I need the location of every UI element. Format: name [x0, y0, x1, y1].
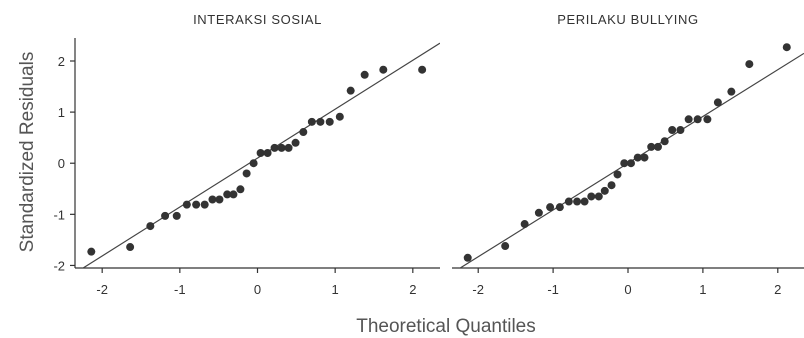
- data-point: [782, 43, 791, 52]
- data-point: [291, 138, 300, 147]
- data-point: [534, 208, 543, 217]
- data-point: [307, 117, 316, 126]
- data-point: [647, 142, 656, 151]
- data-point: [161, 211, 170, 220]
- data-point: [660, 137, 669, 146]
- x-tick-label: 2: [409, 282, 416, 297]
- x-tick-label: 0: [624, 282, 631, 297]
- data-point: [379, 65, 388, 74]
- data-point: [626, 159, 635, 168]
- data-point: [607, 181, 616, 190]
- panel-title: INTERAKSI SOSIAL: [193, 12, 322, 27]
- data-point: [653, 142, 662, 151]
- data-point: [594, 192, 603, 201]
- data-point: [242, 169, 251, 178]
- panel-title: PERILAKU BULLYING: [557, 12, 698, 27]
- data-point: [229, 190, 238, 199]
- data-point: [277, 143, 286, 152]
- data-point: [284, 143, 293, 152]
- panel-2: PERILAKU BULLYING -2 -1 0 1 2: [452, 12, 804, 297]
- data-point: [215, 195, 224, 204]
- x-tick-label: 1: [699, 282, 706, 297]
- data-point: [418, 65, 427, 74]
- data-point: [249, 159, 258, 168]
- data-point: [223, 190, 232, 199]
- data-point: [501, 242, 510, 251]
- y-tick-label: -2: [53, 258, 65, 273]
- data-point: [693, 115, 702, 124]
- x-tick-label: -2: [472, 282, 484, 297]
- data-point: [146, 222, 155, 231]
- data-point: [325, 117, 334, 126]
- data-point: [620, 159, 629, 168]
- data-point: [684, 115, 693, 124]
- x-tick-label: 2: [774, 282, 781, 297]
- data-point: [520, 220, 529, 229]
- x-tick-label: -1: [174, 282, 186, 297]
- data-point: [676, 126, 685, 134]
- data-point: [546, 203, 555, 212]
- data-point: [633, 153, 642, 162]
- data-point: [564, 197, 573, 206]
- x-tick-label: -1: [547, 282, 559, 297]
- data-point: [346, 86, 355, 95]
- data-point: [126, 243, 135, 252]
- data-point: [270, 143, 279, 152]
- x-tick-label: -2: [96, 282, 108, 297]
- data-point: [236, 185, 245, 194]
- data-point: [208, 195, 217, 204]
- data-point: [87, 247, 96, 256]
- data-point: [573, 197, 582, 206]
- data-point: [703, 115, 712, 124]
- y-tick-label: 2: [58, 54, 65, 69]
- data-point: [463, 253, 472, 262]
- data-point: [600, 186, 609, 195]
- data-point: [668, 126, 677, 134]
- x-axis-label: Theoretical Quantiles: [356, 316, 536, 337]
- data-point: [335, 112, 344, 121]
- data-point: [172, 211, 181, 220]
- data-point: [192, 200, 201, 209]
- data-point: [580, 197, 589, 206]
- panel-1: INTERAKSI SOSIAL -2 -1 0 1 2 -2 -1 0 1 2: [53, 12, 440, 297]
- data-point: [587, 192, 596, 201]
- data-point: [555, 203, 564, 212]
- data-point: [200, 200, 209, 209]
- data-point: [256, 149, 265, 157]
- y-tick-label: -1: [53, 207, 65, 222]
- data-point: [263, 149, 272, 157]
- data-point: [182, 200, 191, 209]
- y-tick-label: 0: [58, 156, 65, 171]
- data-point: [713, 98, 722, 107]
- x-tick-label: 0: [254, 282, 261, 297]
- reference-line: [81, 42, 440, 268]
- y-tick-label: 1: [58, 105, 65, 120]
- data-point: [316, 117, 325, 126]
- data-point: [613, 170, 622, 179]
- data-point: [745, 60, 754, 69]
- data-point: [727, 87, 736, 96]
- data-point: [299, 128, 308, 137]
- data-point: [360, 70, 369, 79]
- y-axis-label: Standardized Residuals: [17, 52, 38, 253]
- data-point: [640, 153, 649, 162]
- x-tick-label: 1: [332, 282, 339, 297]
